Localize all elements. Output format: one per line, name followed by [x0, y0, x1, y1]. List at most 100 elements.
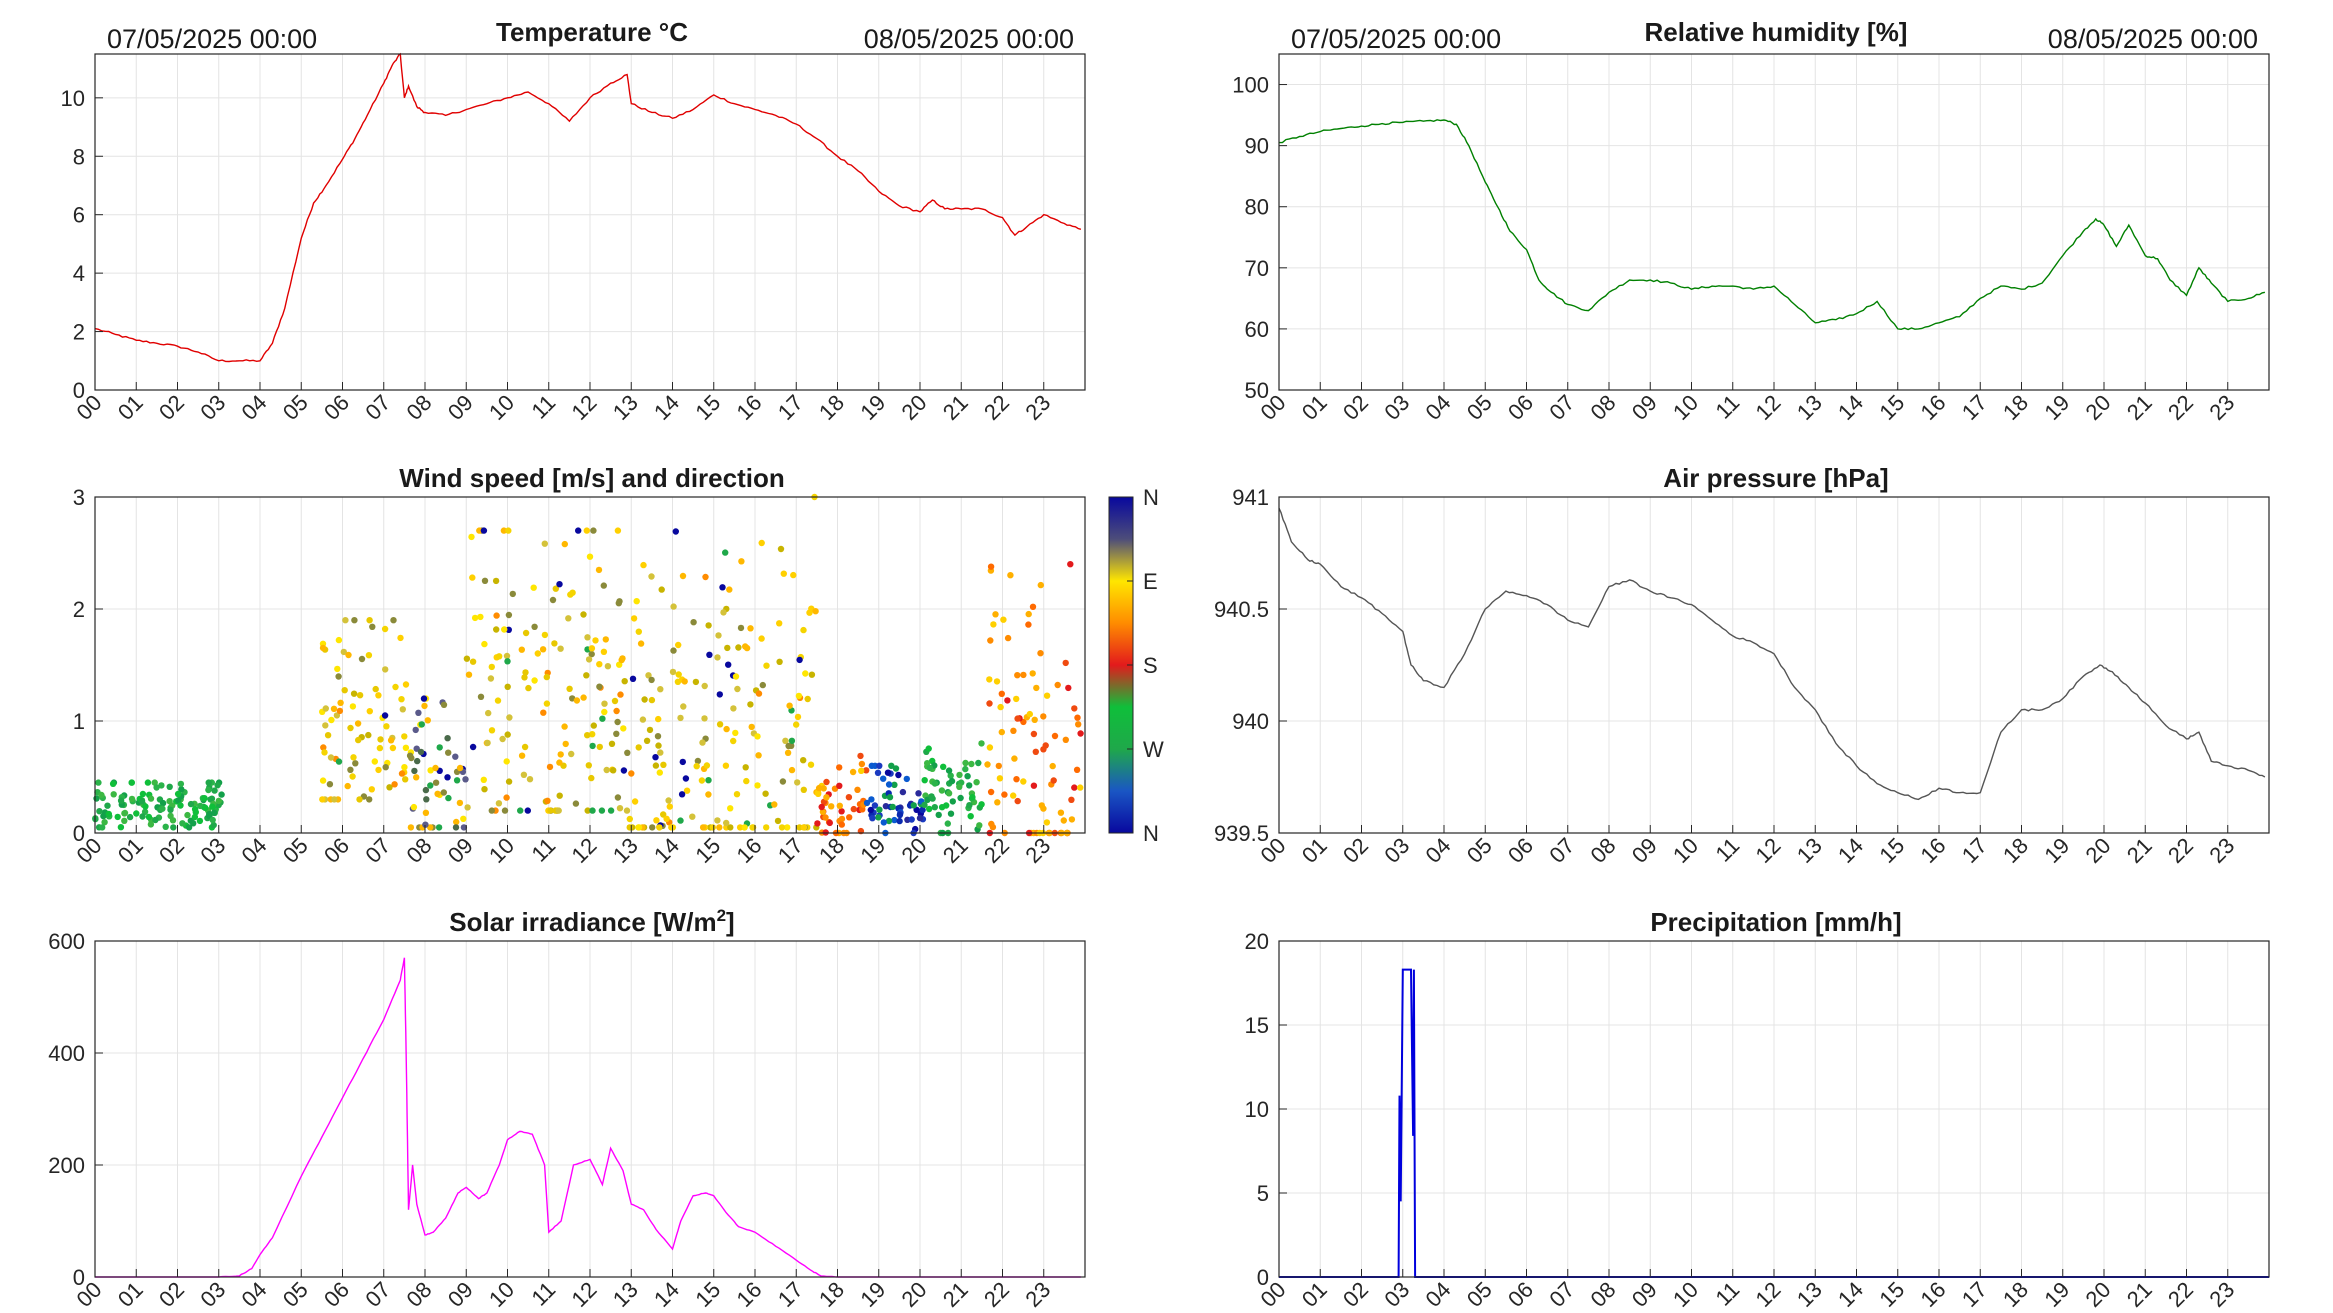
- wind-point: [407, 824, 415, 831]
- wind-point: [584, 732, 591, 739]
- wind-point: [539, 646, 547, 653]
- wind-point: [487, 675, 495, 682]
- wind-point: [626, 815, 633, 823]
- precip-xtick-label: 20: [2081, 1277, 2116, 1312]
- solar-ytick-label: 600: [48, 929, 85, 954]
- wind-point: [422, 786, 430, 794]
- precip-xtick-label: 12: [1751, 1277, 1786, 1312]
- humidity-xtick-label: 07: [1544, 390, 1579, 425]
- wind-point: [109, 780, 117, 787]
- wind-point: [196, 817, 204, 825]
- wind-xtick-label: 11: [527, 833, 561, 867]
- wind-point: [738, 558, 745, 565]
- wind-point: [355, 736, 362, 744]
- temperature-xtick-label: 20: [897, 390, 932, 425]
- wind-point: [349, 703, 357, 710]
- wind-point: [623, 807, 631, 814]
- wind-point: [885, 781, 893, 788]
- solar-xtick-label: 20: [897, 1277, 932, 1312]
- wind-point: [776, 658, 783, 665]
- wind-point: [681, 678, 688, 685]
- wind-point: [525, 684, 532, 692]
- wind-point: [849, 768, 857, 776]
- wind-point: [391, 781, 398, 788]
- wind-point: [387, 737, 395, 744]
- wind-point: [888, 762, 895, 769]
- panel-wind: Wind speed [m/s] and direction: [399, 463, 784, 493]
- wind-xtick-label: 04: [237, 833, 272, 868]
- wind-point: [986, 744, 994, 751]
- wind-point: [518, 646, 525, 653]
- wind-point: [600, 648, 608, 655]
- wind-point: [786, 702, 793, 709]
- wind-point: [377, 736, 384, 743]
- wind-point: [347, 766, 354, 773]
- wind-point: [501, 626, 508, 633]
- wind-point: [867, 806, 874, 814]
- wind-point: [815, 790, 822, 797]
- wind-point: [420, 695, 428, 702]
- wind-point: [592, 637, 599, 644]
- wind-point: [399, 706, 406, 713]
- wind-point: [808, 671, 816, 678]
- wind-point: [145, 813, 153, 821]
- wind-point: [330, 705, 338, 712]
- temperature-series-line: [94, 52, 1082, 363]
- wind-point: [748, 723, 755, 731]
- wind-point: [994, 799, 1001, 806]
- wind-point: [159, 805, 166, 812]
- wind-point: [858, 760, 866, 768]
- wind-xtick-label: 06: [319, 833, 354, 868]
- wind-point: [793, 721, 800, 728]
- wind-point: [335, 636, 343, 644]
- wind-point: [736, 824, 744, 831]
- wind-point: [973, 779, 980, 786]
- wind-point: [531, 677, 538, 684]
- wind-point: [453, 818, 460, 826]
- wind-point: [714, 654, 721, 661]
- wind-xtick-label: 14: [649, 833, 684, 868]
- humidity-xtick-label: 12: [1751, 390, 1786, 425]
- colorbar-label: N: [1143, 821, 1159, 846]
- wind-point: [584, 807, 591, 814]
- wind-point: [802, 670, 809, 677]
- wind-point: [734, 685, 741, 693]
- wind-point: [590, 527, 597, 534]
- temperature-xtick-label: 13: [608, 390, 643, 425]
- wind-point: [501, 807, 509, 814]
- wind-point: [509, 590, 516, 598]
- wind-point: [613, 707, 620, 715]
- pressure-xtick-label: 05: [1462, 833, 1497, 868]
- wind-point: [869, 815, 876, 822]
- wind-point: [588, 774, 595, 782]
- wind-point: [397, 634, 404, 642]
- wind-point: [966, 802, 973, 809]
- wind-point: [795, 692, 803, 700]
- wind-point: [723, 819, 730, 827]
- wind-point: [784, 824, 791, 831]
- wind-point: [782, 737, 789, 744]
- solar-title-main: Solar irradiance [W/m: [449, 907, 716, 937]
- wind-point: [732, 729, 739, 737]
- wind-point: [1014, 672, 1021, 679]
- wind-point: [481, 577, 489, 584]
- wind-ytick-label: 3: [73, 485, 85, 510]
- wind-point: [675, 641, 682, 649]
- wind-point: [95, 779, 102, 786]
- wind-point: [812, 608, 819, 615]
- wind-point: [701, 682, 708, 690]
- wind-point: [615, 600, 622, 607]
- wind-point: [699, 739, 706, 746]
- humidity-xtick-label: 17: [1957, 390, 1992, 425]
- precip-xtick-label: 07: [1544, 1277, 1579, 1312]
- wind-point: [670, 603, 677, 610]
- wind-point: [652, 754, 659, 761]
- pressure-ytick-label: 941: [1232, 485, 1269, 510]
- wind-point: [602, 636, 609, 643]
- wind-point: [187, 800, 195, 808]
- solar-xtick-label: 15: [690, 1277, 725, 1312]
- temperature-title: Temperature °C: [496, 17, 688, 47]
- wind-point: [333, 712, 341, 719]
- wind-point: [151, 779, 158, 786]
